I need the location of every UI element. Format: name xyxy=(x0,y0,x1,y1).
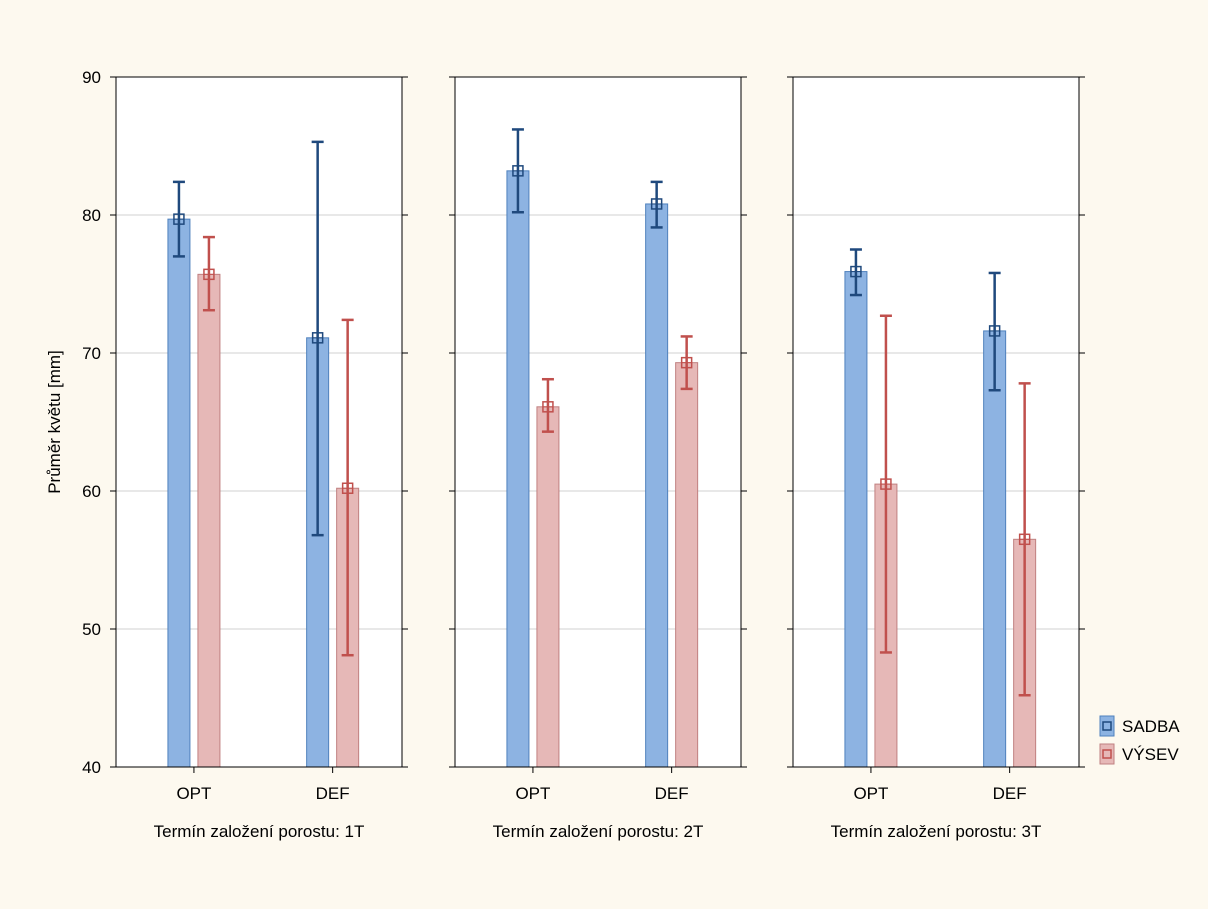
panel-1: OPT DEF Termín založení porostu: 1T xyxy=(110,76,408,841)
legend-label-sadba: SADBA xyxy=(1122,717,1180,736)
y-tick-label: 40 xyxy=(82,758,101,777)
bar-sadba-def xyxy=(645,203,669,768)
x-tick-label-opt: OPT xyxy=(853,784,888,803)
y-tick-label: 50 xyxy=(82,620,101,639)
bar-sadba-opt xyxy=(167,218,191,768)
x-tick-label-opt: OPT xyxy=(176,784,211,803)
bar-výsev-opt xyxy=(197,273,221,768)
panel-label: Termín založení porostu: 3T xyxy=(831,822,1042,841)
x-tick-label-def: DEF xyxy=(655,784,689,803)
legend-marker xyxy=(1102,721,1112,731)
panel-label: Termín založení porostu: 1T xyxy=(154,822,365,841)
legend-label-výsev: VÝSEV xyxy=(1122,745,1179,764)
legend-marker xyxy=(1102,749,1112,759)
y-tick-label: 90 xyxy=(82,68,101,87)
y-tick-label: 60 xyxy=(82,482,101,501)
bar-sadba-opt xyxy=(844,271,868,768)
bar-sadba-def xyxy=(983,330,1007,768)
bar-výsev-def xyxy=(675,362,699,768)
bar-sadba-opt xyxy=(506,170,530,768)
x-tick-label-opt: OPT xyxy=(515,784,550,803)
legend-swatch-sadba xyxy=(1099,715,1115,737)
panel-3: OPT DEF Termín založení porostu: 3T xyxy=(787,76,1085,841)
x-tick-label-def: DEF xyxy=(993,784,1027,803)
panel-label: Termín založení porostu: 2T xyxy=(493,822,704,841)
y-tick-label: 80 xyxy=(82,206,101,225)
panel-frame xyxy=(454,76,742,768)
legend-swatch-výsev xyxy=(1099,743,1115,765)
panel-frame xyxy=(792,76,1080,768)
bar-výsev-opt xyxy=(536,406,560,768)
panel-2: OPT DEF Termín založení porostu: 2T xyxy=(449,76,747,841)
y-tick-label: 70 xyxy=(82,344,101,363)
x-tick-label-def: DEF xyxy=(316,784,350,803)
panel-frame xyxy=(115,76,403,768)
y-axis-label: Průměr květu [mm] xyxy=(45,350,64,494)
